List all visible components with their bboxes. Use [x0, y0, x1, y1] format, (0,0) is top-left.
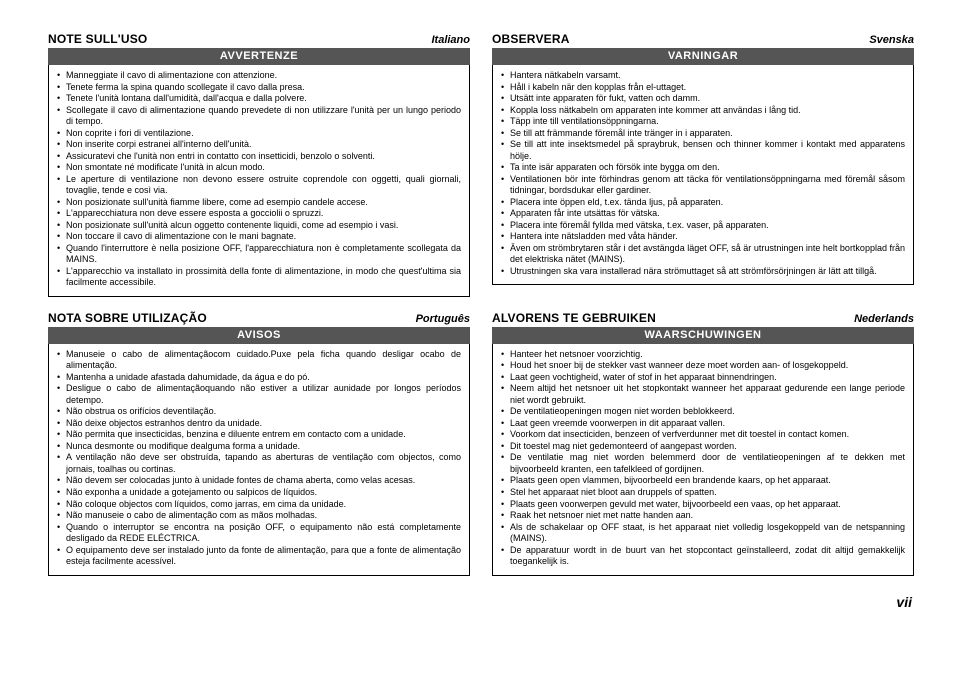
warning-item: Hantera nätkabeln varsamt. — [501, 70, 905, 82]
warning-item: Plaats geen open vlammen, bijvoorbeeld e… — [501, 475, 905, 487]
section-title: ALVORENS TE GEBRUIKEN — [492, 311, 656, 325]
page-grid: NOTE SULL'USO Italiano AVVERTENZE Manneg… — [48, 32, 914, 576]
warning-item: Apparaten får inte utsättas för vätska. — [501, 208, 905, 220]
warning-item: Le aperture di ventilazione non devono e… — [57, 174, 461, 197]
warning-list: Manneggiate il cavo di alimentazione con… — [57, 70, 461, 289]
page-number: vii — [48, 594, 914, 610]
section-portuguese: NOTA SOBRE UTILIZAÇÃO Português AVISOS M… — [48, 311, 470, 576]
section-header: NOTA SOBRE UTILIZAÇÃO Português — [48, 311, 470, 325]
warning-item: Placera inte öppen eld, t.ex. tända ljus… — [501, 197, 905, 209]
warning-item: De apparatuur wordt in de buurt van het … — [501, 545, 905, 568]
warning-item: Assicuratevi che l'unità non entri in co… — [57, 151, 461, 163]
warning-item: Plaats geen voorwerpen gevuld met water,… — [501, 499, 905, 511]
warning-item: Dit toestel mag niet gedemonteerd of aan… — [501, 441, 905, 453]
warning-item: Tenete l'unità lontana dall'umidità, dal… — [57, 93, 461, 105]
section-language: Português — [416, 313, 470, 325]
warning-item: Ta inte isär apparaten och försök inte b… — [501, 162, 905, 174]
section-title: OBSERVERA — [492, 32, 570, 46]
warning-item: Täpp inte till ventilationsöppningarna. — [501, 116, 905, 128]
warning-item: Se till att främmande föremål inte träng… — [501, 128, 905, 140]
warning-item: Não devem ser colocadas junto à unidade … — [57, 475, 461, 487]
warning-item: Houd het snoer bij de stekker vast wanne… — [501, 360, 905, 372]
warning-box: Hanteer het netsnoer voorzichtig.Houd he… — [492, 344, 914, 576]
warning-box: Manuseie o cabo de alimentaçãocom cuidad… — [48, 344, 470, 576]
section-title: NOTE SULL'USO — [48, 32, 147, 46]
warning-item: Laat geen vochtigheid, water of stof in … — [501, 372, 905, 384]
warning-box: Hantera nätkabeln varsamt.Håll i kabeln … — [492, 65, 914, 285]
warning-item: Placera inte föremål fyllda med vätska, … — [501, 220, 905, 232]
warning-item: De ventilatie mag niet worden belemmerd … — [501, 452, 905, 475]
warning-item: Quando l'interruttore è nella posizione … — [57, 243, 461, 266]
warning-item: Não obstrua os orifícios deventilação. — [57, 406, 461, 418]
warning-box: Manneggiate il cavo di alimentazione con… — [48, 65, 470, 297]
warning-item: Non posizionate sull'unità fiamme libere… — [57, 197, 461, 209]
section-language: Svenska — [869, 34, 914, 46]
section-header: ALVORENS TE GEBRUIKEN Nederlands — [492, 311, 914, 325]
warning-item: L'apparecchio va installato in prossimit… — [57, 266, 461, 289]
warning-item: De ventilatieopeningen mogen niet worden… — [501, 406, 905, 418]
warning-item: Tenete ferma la spina quando scollegate … — [57, 82, 461, 94]
warning-item: Não permita que insecticidas, benzina e … — [57, 429, 461, 441]
section-swedish: OBSERVERA Svenska VARNINGAR Hantera nätk… — [492, 32, 914, 297]
warning-item: Även om strömbrytaren står i det avstäng… — [501, 243, 905, 266]
warning-item: Manuseie o cabo de alimentaçãocom cuidad… — [57, 349, 461, 372]
section-language: Nederlands — [854, 313, 914, 325]
warning-item: L'apparecchiatura non deve essere espost… — [57, 208, 461, 220]
warning-item: Hantera inte nätsladden med våta händer. — [501, 231, 905, 243]
warning-item: Non coprite i fori di ventilazione. — [57, 128, 461, 140]
warning-item: A ventilação não deve ser obstruída, tap… — [57, 452, 461, 475]
warning-item: Se till att inte insektsmedel på spraybr… — [501, 139, 905, 162]
warning-item: Manneggiate il cavo di alimentazione con… — [57, 70, 461, 82]
warning-item: Desligue o cabo de alimentaçãoquando não… — [57, 383, 461, 406]
warning-banner: WAARSCHUWINGEN — [492, 327, 914, 344]
section-language: Italiano — [431, 34, 470, 46]
warning-item: Não coloque objectos com líquidos, como … — [57, 499, 461, 511]
section-header: NOTE SULL'USO Italiano — [48, 32, 470, 46]
warning-list: Hanteer het netsnoer voorzichtig.Houd he… — [501, 349, 905, 568]
warning-item: Não exponha a unidade a gotejamento ou s… — [57, 487, 461, 499]
warning-item: Non toccare il cavo di alimentazione con… — [57, 231, 461, 243]
warning-item: Als de schakelaar op OFF staat, is het a… — [501, 522, 905, 545]
warning-item: Utsätt inte apparaten för fukt, vatten o… — [501, 93, 905, 105]
warning-item: Utrustningen ska vara installerad nära s… — [501, 266, 905, 278]
warning-banner: AVVERTENZE — [48, 48, 470, 65]
warning-item: Koppla loss nätkabeln om apparaten inte … — [501, 105, 905, 117]
warning-list: Hantera nätkabeln varsamt.Håll i kabeln … — [501, 70, 905, 277]
warning-item: Hanteer het netsnoer voorzichtig. — [501, 349, 905, 361]
section-dutch: ALVORENS TE GEBRUIKEN Nederlands WAARSCH… — [492, 311, 914, 576]
warning-item: O equipamento deve ser instalado junto d… — [57, 545, 461, 568]
warning-item: Não deixe objectos estranhos dentro da u… — [57, 418, 461, 430]
warning-item: Voorkom dat insecticiden, benzeen of ver… — [501, 429, 905, 441]
warning-item: Mantenha a unidade afastada dahumidade, … — [57, 372, 461, 384]
section-header: OBSERVERA Svenska — [492, 32, 914, 46]
warning-item: Laat geen vreemde voorwerpen in dit appa… — [501, 418, 905, 430]
warning-item: Scollegate il cavo di alimentazione quan… — [57, 105, 461, 128]
warning-item: Não manuseie o cabo de alimentação com a… — [57, 510, 461, 522]
warning-item: Ventilationen bör inte förhindras genom … — [501, 174, 905, 197]
warning-item: Non posizionate sull'unità alcun oggetto… — [57, 220, 461, 232]
warning-banner: VARNINGAR — [492, 48, 914, 65]
warning-item: Quando o interruptor se encontra na posi… — [57, 522, 461, 545]
warning-item: Non smontate né modificate l'unità in al… — [57, 162, 461, 174]
section-title: NOTA SOBRE UTILIZAÇÃO — [48, 311, 207, 325]
warning-list: Manuseie o cabo de alimentaçãocom cuidad… — [57, 349, 461, 568]
warning-item: Stel het apparaat niet bloot aan druppel… — [501, 487, 905, 499]
section-italian: NOTE SULL'USO Italiano AVVERTENZE Manneg… — [48, 32, 470, 297]
warning-item: Non inserite corpi estranei all'interno … — [57, 139, 461, 151]
warning-item: Raak het netsnoer niet met natte handen … — [501, 510, 905, 522]
warning-item: Neem altijd het netsnoer uit het stopkon… — [501, 383, 905, 406]
warning-banner: AVISOS — [48, 327, 470, 344]
warning-item: Nunca desmonte ou modifique dealguma for… — [57, 441, 461, 453]
warning-item: Håll i kabeln när den kopplas från el-ut… — [501, 82, 905, 94]
